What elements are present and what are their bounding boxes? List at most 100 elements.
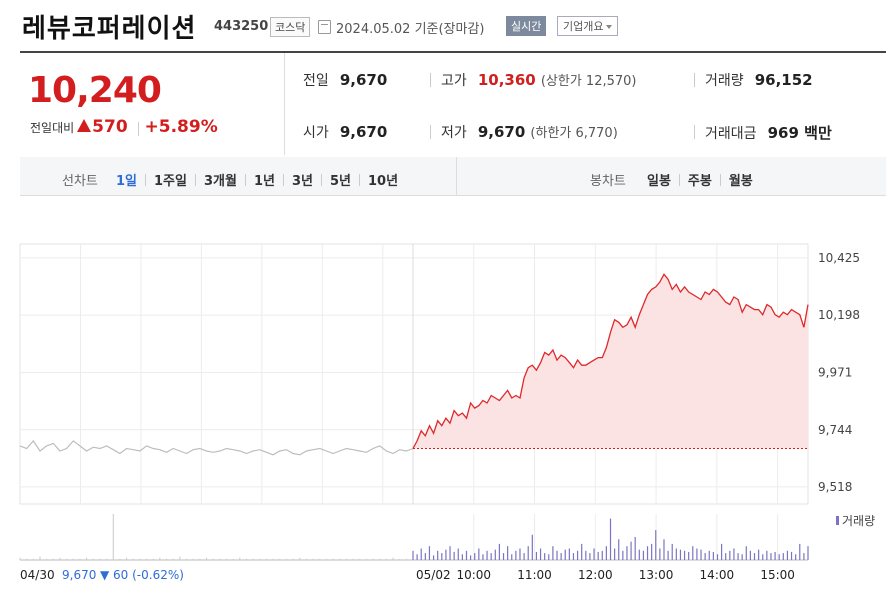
volume-bar	[52, 558, 54, 560]
calendar-icon	[318, 20, 331, 34]
line-period-tab-1[interactable]: 1주일	[154, 174, 187, 189]
divider	[137, 121, 139, 136]
volume-bar	[457, 548, 459, 560]
volume-bar	[445, 549, 447, 560]
realtime-button[interactable]: 실시간	[506, 16, 547, 36]
volume-bar	[626, 546, 628, 560]
volume-bar	[671, 543, 673, 560]
volume-bar	[86, 557, 88, 560]
volume-bar	[737, 553, 739, 560]
volume-bar	[733, 548, 735, 560]
today-date-label: 05/02	[416, 568, 451, 582]
volume-bar	[515, 550, 517, 560]
company-overview-dropdown[interactable]: 기업개요	[557, 16, 619, 36]
stat-value: 969 백만	[767, 124, 832, 142]
y-tick-label: 10,425	[818, 251, 860, 265]
candle-period-tab-0[interactable]: 일봉	[647, 174, 671, 189]
stat-low: 저가 9,670 (하한가 6,770)	[441, 122, 618, 142]
volume-bar	[601, 550, 603, 560]
volume-bar	[152, 558, 154, 560]
volume-bar	[605, 546, 607, 560]
tab-divider	[320, 173, 322, 186]
stat-high: 고가 10,360 (상한가 12,570)	[441, 70, 637, 90]
volume-bar	[507, 546, 509, 560]
y-tick-label: 9,971	[818, 365, 852, 379]
volume-bar	[597, 551, 599, 560]
volume-bar	[106, 558, 108, 560]
lower-limit: (하한가 6,770)	[530, 126, 618, 141]
volume-bar	[32, 558, 34, 560]
market-badge: 코스닥	[270, 17, 311, 37]
y-tick-label: 9,744	[818, 423, 852, 437]
stat-value: 9,670	[339, 123, 388, 141]
volume-bar	[92, 558, 94, 560]
volume-bar	[568, 548, 570, 560]
line-period-tab-0[interactable]: 1일	[116, 174, 138, 189]
volume-bar	[535, 551, 538, 560]
volume-bar	[399, 558, 401, 560]
volume-bar	[564, 549, 566, 560]
volume-bar	[745, 546, 747, 560]
divider	[430, 125, 431, 139]
volume-bars	[19, 514, 839, 561]
volume-bar	[630, 541, 632, 560]
volume-bar	[502, 553, 505, 560]
volume-bar	[585, 550, 587, 560]
volume-bar	[432, 555, 435, 560]
line-period-tab-6[interactable]: 10년	[368, 174, 399, 189]
candle-period-tab-2[interactable]: 월봉	[728, 174, 753, 189]
volume-bar	[523, 553, 525, 560]
volume-bar	[139, 558, 141, 560]
x-tick-label: 15:00	[760, 568, 795, 582]
volume-bar	[365, 558, 367, 560]
volume-bar	[593, 548, 595, 560]
volume-bar	[319, 558, 321, 560]
volume-legend-swatch	[836, 516, 839, 525]
volume-bar	[239, 557, 241, 560]
volume-bar	[292, 558, 294, 560]
volume-bar	[614, 548, 616, 560]
volume-bar	[259, 558, 261, 560]
volume-bar	[675, 548, 677, 560]
volume-bar	[352, 558, 354, 560]
stock-code: 443250	[214, 19, 269, 34]
volume-bar	[696, 548, 698, 560]
x-tick-label: 13:00	[639, 568, 674, 582]
line-period-tab-2[interactable]: 3개월	[203, 174, 237, 189]
volume-bar	[265, 558, 267, 560]
summary-divider	[284, 53, 285, 155]
stat-value: 10,360	[477, 71, 536, 89]
volume-bar	[179, 556, 181, 560]
volume-bar	[527, 546, 529, 560]
volume-bar	[453, 551, 455, 560]
volume-bar	[552, 546, 554, 560]
volume-bar	[339, 558, 341, 560]
tab-divider	[244, 173, 246, 186]
volume-bar	[206, 557, 208, 560]
volume-bar	[159, 557, 161, 560]
line-period-tab-3[interactable]: 1년	[253, 174, 275, 189]
volume-bar	[372, 558, 374, 560]
volume-bar	[245, 558, 247, 560]
volume-bar	[232, 558, 234, 560]
line-period-tab-5[interactable]: 5년	[329, 174, 351, 189]
volume-bar	[519, 548, 521, 560]
divider	[456, 157, 457, 195]
volume-bar	[441, 553, 443, 560]
line-period-tab-4[interactable]: 3년	[291, 174, 313, 189]
candle-period-tab-1[interactable]: 주봉	[687, 174, 712, 189]
volume-bar	[486, 550, 488, 560]
prev-day-line	[19, 439, 414, 456]
current-price: 10,240	[28, 70, 162, 111]
stat-amount: 거래대금 969 백만	[705, 122, 832, 143]
volume-bar	[359, 558, 361, 560]
volume-bar	[548, 554, 550, 560]
stat-prev-close: 전일 9,670	[303, 70, 387, 90]
volume-bar	[392, 557, 394, 560]
volume-bar	[667, 550, 669, 560]
volume-bar	[539, 548, 542, 560]
volume-bar	[807, 546, 809, 560]
volume-bar	[199, 558, 201, 560]
volume-bar	[474, 553, 476, 560]
volume-bar	[325, 558, 327, 560]
